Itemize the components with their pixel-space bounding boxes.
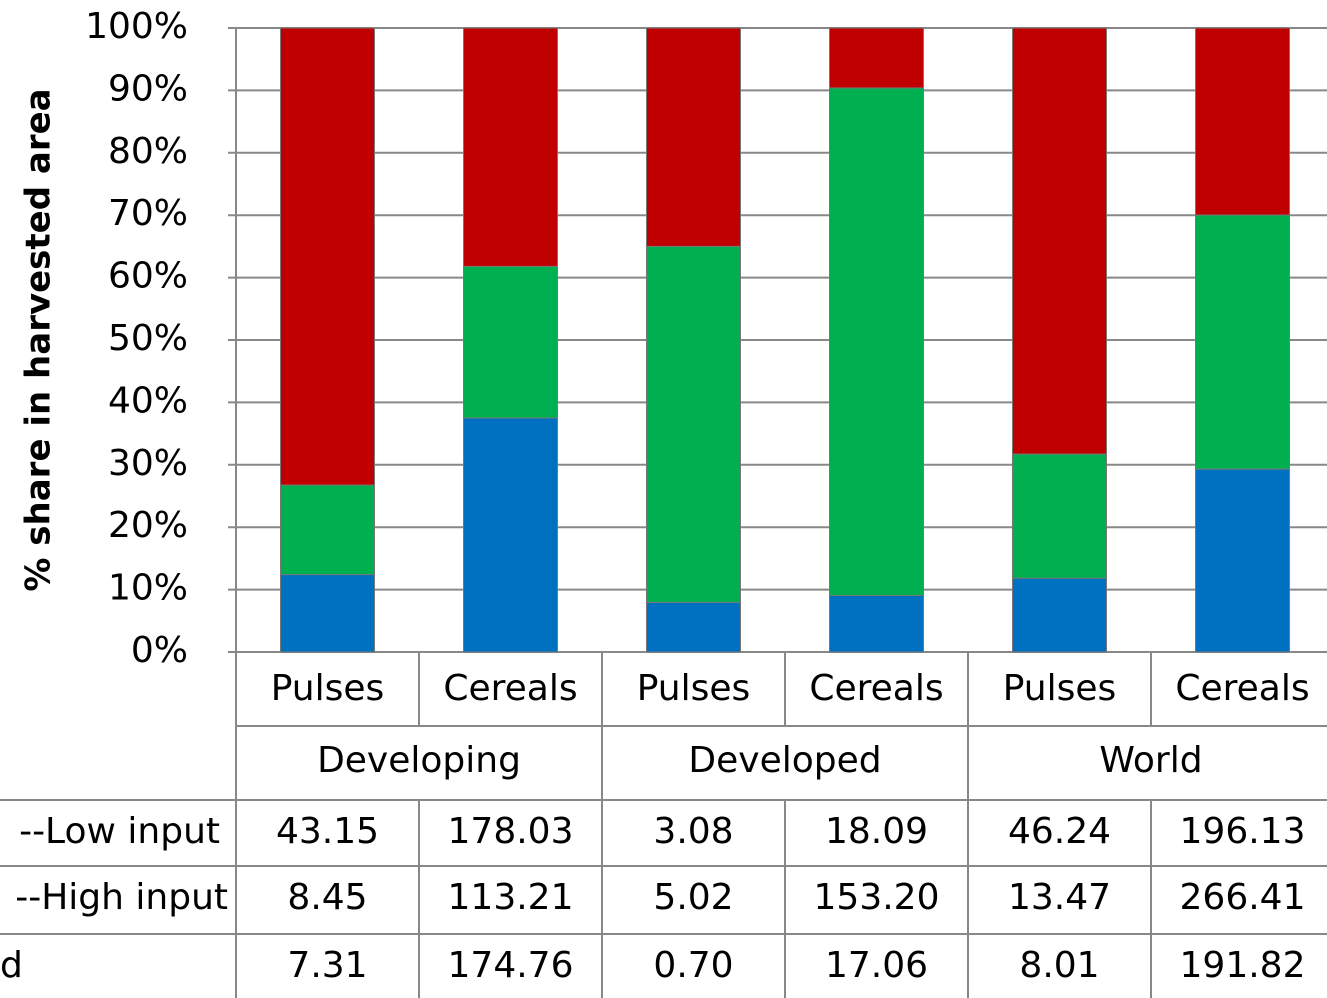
bar-segment bbox=[1195, 27, 1290, 216]
y-tick-label: 40% bbox=[108, 380, 188, 421]
bar-segment bbox=[1012, 577, 1107, 653]
legend-label: --Low input bbox=[19, 811, 220, 852]
bar-segment bbox=[646, 245, 741, 603]
table-cell: 113.21 bbox=[448, 877, 574, 918]
x-tick-label: Pulses bbox=[637, 668, 751, 709]
bar-segment bbox=[280, 27, 375, 486]
x-tick-label: Pulses bbox=[1003, 668, 1117, 709]
bar-segment bbox=[829, 27, 924, 89]
x-tick-label: Pulses bbox=[271, 668, 385, 709]
bar-segment bbox=[280, 484, 375, 576]
table-cell: 191.82 bbox=[1180, 945, 1306, 986]
legend-label: d bbox=[0, 945, 23, 986]
table-cell: 17.06 bbox=[825, 945, 928, 986]
x-tick-label: Cereals bbox=[443, 668, 577, 709]
legend-label: --High input bbox=[15, 877, 228, 918]
group-label: World bbox=[1099, 740, 1202, 781]
table-cell: 3.08 bbox=[653, 811, 733, 852]
bar-segment bbox=[463, 417, 558, 653]
y-tick-label: 60% bbox=[108, 256, 188, 297]
y-tick-label: 0% bbox=[131, 630, 188, 671]
table-cell: 8.45 bbox=[287, 877, 367, 918]
table-cell: 8.01 bbox=[1019, 945, 1099, 986]
table-cell: 196.13 bbox=[1180, 811, 1306, 852]
table-cell: 46.24 bbox=[1008, 811, 1111, 852]
table-cell: 174.76 bbox=[448, 945, 574, 986]
y-tick-label: 50% bbox=[108, 318, 188, 359]
bar-segment bbox=[829, 594, 924, 653]
bar-segment bbox=[1012, 453, 1107, 579]
table-cell: 43.15 bbox=[276, 811, 379, 852]
table-cell: 266.41 bbox=[1180, 877, 1306, 918]
y-tick-label: 100% bbox=[85, 6, 188, 47]
table-cell: 178.03 bbox=[448, 811, 574, 852]
bar-segment bbox=[646, 601, 741, 653]
table-cell: 13.47 bbox=[1008, 877, 1111, 918]
group-label: Developing bbox=[317, 740, 521, 781]
bar-segment bbox=[1195, 214, 1290, 470]
table-cell: 18.09 bbox=[825, 811, 928, 852]
bar-segment bbox=[463, 27, 558, 267]
bar-segment bbox=[463, 265, 558, 419]
x-tick-label: Cereals bbox=[809, 668, 943, 709]
bar-segment bbox=[1012, 27, 1107, 455]
y-tick-label: 80% bbox=[108, 131, 188, 172]
y-tick-label: 20% bbox=[108, 505, 188, 546]
x-tick-label: Cereals bbox=[1175, 668, 1309, 709]
group-label: Developed bbox=[688, 740, 881, 781]
bar-segment bbox=[829, 87, 924, 596]
bar-segment bbox=[646, 27, 741, 247]
table-cell: 5.02 bbox=[653, 877, 733, 918]
y-axis-title: % share in harvested area bbox=[19, 88, 59, 591]
table-cell: 7.31 bbox=[287, 945, 367, 986]
y-tick-label: 70% bbox=[108, 193, 188, 234]
bar-segment bbox=[280, 574, 375, 653]
table-cell: 0.70 bbox=[653, 945, 733, 986]
y-tick-label: 90% bbox=[108, 68, 188, 109]
table-cell: 153.20 bbox=[814, 877, 940, 918]
bar-segment bbox=[1195, 468, 1290, 653]
y-tick-label: 10% bbox=[108, 568, 188, 609]
y-tick-label: 30% bbox=[108, 443, 188, 484]
